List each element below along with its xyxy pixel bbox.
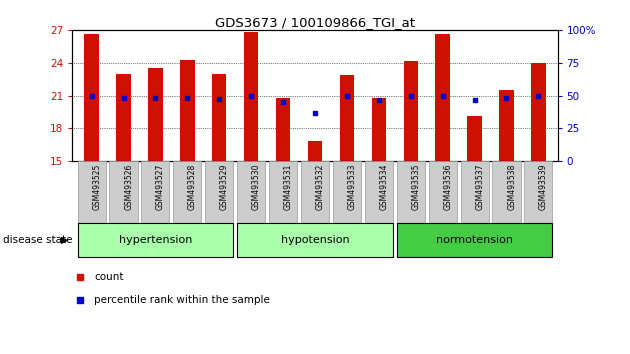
Bar: [308, 141, 322, 161]
Text: hypertension: hypertension: [118, 235, 192, 245]
Bar: [244, 32, 258, 161]
Text: GSM493532: GSM493532: [316, 164, 324, 210]
Bar: [404, 61, 418, 161]
FancyBboxPatch shape: [397, 161, 425, 223]
Bar: [180, 59, 195, 161]
FancyBboxPatch shape: [428, 161, 457, 223]
Text: GSM493525: GSM493525: [92, 164, 101, 210]
Text: GSM493538: GSM493538: [507, 164, 516, 210]
Bar: [340, 75, 354, 161]
FancyBboxPatch shape: [141, 161, 169, 223]
Bar: [435, 34, 450, 161]
Text: GSM493537: GSM493537: [475, 164, 484, 210]
Text: count: count: [94, 272, 123, 282]
Text: GSM493539: GSM493539: [539, 164, 548, 210]
FancyBboxPatch shape: [365, 161, 393, 223]
Bar: [117, 74, 130, 161]
Bar: [531, 63, 546, 161]
Text: GSM493527: GSM493527: [156, 164, 165, 210]
Text: GSM493530: GSM493530: [252, 164, 261, 210]
Text: GSM493536: GSM493536: [444, 164, 452, 210]
FancyBboxPatch shape: [205, 161, 233, 223]
Bar: [276, 98, 290, 161]
Text: hypotension: hypotension: [281, 235, 349, 245]
Text: normotension: normotension: [436, 235, 513, 245]
Bar: [500, 90, 513, 161]
Text: disease state: disease state: [3, 235, 72, 245]
Text: GSM493535: GSM493535: [411, 164, 420, 210]
Text: GSM493529: GSM493529: [220, 164, 229, 210]
FancyBboxPatch shape: [397, 223, 553, 257]
Title: GDS3673 / 100109866_TGI_at: GDS3673 / 100109866_TGI_at: [215, 16, 415, 29]
FancyBboxPatch shape: [173, 161, 202, 223]
Text: GSM493534: GSM493534: [379, 164, 389, 210]
FancyBboxPatch shape: [77, 161, 106, 223]
FancyBboxPatch shape: [524, 161, 553, 223]
Bar: [148, 68, 163, 161]
FancyBboxPatch shape: [110, 161, 137, 223]
FancyBboxPatch shape: [237, 223, 393, 257]
FancyBboxPatch shape: [77, 223, 233, 257]
FancyBboxPatch shape: [461, 161, 489, 223]
FancyBboxPatch shape: [493, 161, 520, 223]
Text: GSM493531: GSM493531: [284, 164, 293, 210]
Bar: [212, 74, 226, 161]
Text: percentile rank within the sample: percentile rank within the sample: [94, 295, 270, 305]
Text: GSM493533: GSM493533: [348, 164, 357, 210]
FancyBboxPatch shape: [301, 161, 329, 223]
FancyBboxPatch shape: [269, 161, 297, 223]
Bar: [467, 116, 482, 161]
Bar: [84, 34, 99, 161]
Text: GSM493526: GSM493526: [124, 164, 133, 210]
Bar: [372, 98, 386, 161]
Text: ▶: ▶: [60, 235, 68, 245]
Text: GSM493528: GSM493528: [188, 164, 197, 210]
FancyBboxPatch shape: [333, 161, 361, 223]
FancyBboxPatch shape: [237, 161, 265, 223]
